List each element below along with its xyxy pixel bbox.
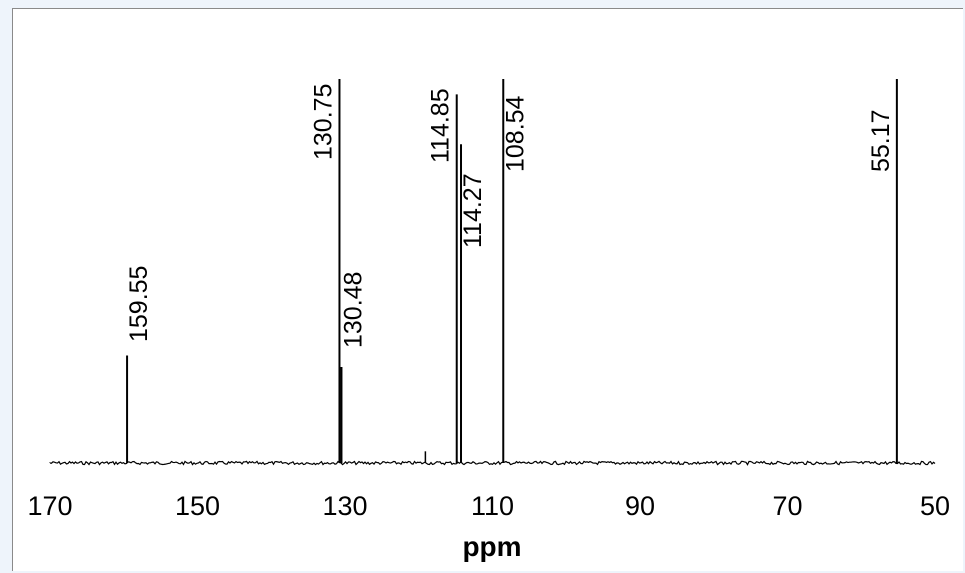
x-axis-title: ppm bbox=[462, 531, 521, 562]
x-tick-label-0: 170 bbox=[27, 491, 72, 521]
peak-label-4: 114.27 bbox=[459, 173, 487, 248]
x-tick-label-6: 50 bbox=[920, 491, 950, 521]
peak-label-5: 108.54 bbox=[501, 95, 529, 172]
peak-label-3: 114.85 bbox=[427, 88, 455, 163]
plot-frame bbox=[12, 8, 963, 571]
peak-label-1: 130.75 bbox=[309, 84, 337, 160]
x-tick-label-5: 70 bbox=[772, 491, 802, 521]
peak-label-6: 55.17 bbox=[867, 109, 895, 172]
peak-label-0: 159.55 bbox=[125, 266, 153, 342]
spectrum-baseline bbox=[49, 460, 936, 466]
x-tick-label-3: 110 bbox=[471, 491, 514, 521]
peak-label-2: 130.48 bbox=[339, 272, 367, 348]
x-tick-label-1: 150 bbox=[175, 491, 220, 521]
x-tick-label-2: 130 bbox=[322, 491, 367, 521]
x-tick-label-4: 90 bbox=[625, 491, 655, 521]
